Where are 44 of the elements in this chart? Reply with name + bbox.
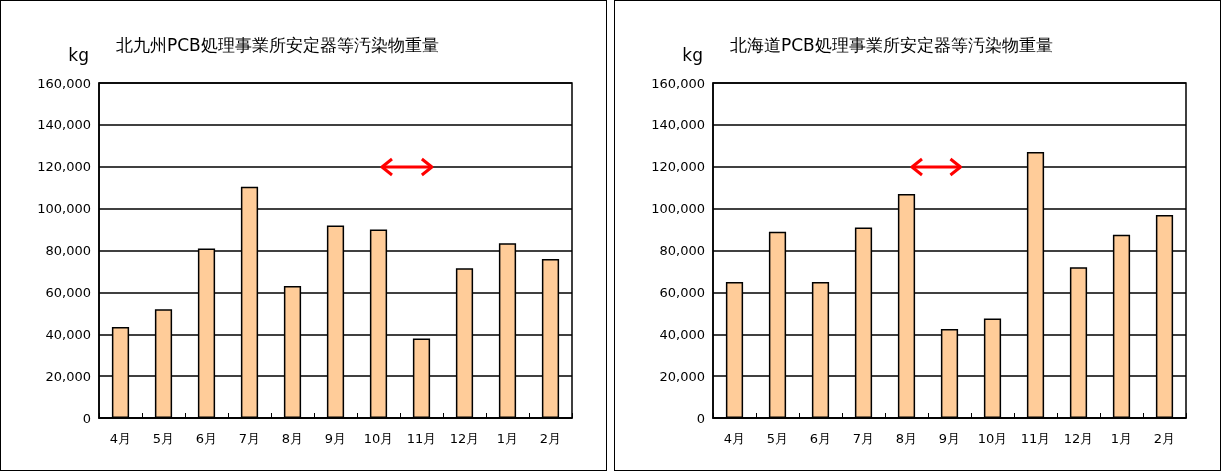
x-tick-label: 7月 [238,431,261,446]
y-tick-label: 80,000 [659,243,705,258]
x-tick-label: 9月 [938,431,961,446]
x-tick-label: 10月 [977,431,1008,446]
x-tick-label: 4月 [723,431,746,446]
y-tick-label: 100,000 [37,201,91,217]
y-tick-label: 100,000 [651,201,705,217]
x-tick-label: 7月 [852,431,875,446]
x-tick-label: 2月 [1153,431,1176,446]
x-tick-label: 1月 [496,431,519,446]
y-tick-label: 140,000 [37,117,91,133]
x-tick-label: 10月 [363,431,394,446]
y-tick-label: 160,000 [651,75,705,91]
y-axis-title: kg [682,44,703,65]
y-tick-label: 20,000 [659,368,705,384]
y-tick-label: 0 [82,410,91,426]
y-tick-label: 60,000 [45,284,91,300]
y-axis-title: kg [68,44,89,65]
y-tick-label: 20,000 [45,368,91,384]
x-tick-label: 8月 [895,431,918,446]
y-tick-label: 120,000 [37,159,91,175]
x-tick-label: 8月 [281,431,304,446]
chart-title: 北海道PCB処理事業所安定器等汚染物重量 [730,34,1053,55]
y-tick-label: 120,000 [651,159,705,175]
x-tick-label: 6月 [809,431,832,446]
y-tick-label: 80,000 [45,243,91,258]
x-tick-label: 1月 [1110,431,1133,446]
x-tick-label: 11月 [406,431,437,446]
y-tick-label: 40,000 [659,326,705,342]
x-tick-label: 4月 [109,431,132,446]
x-tick-label: 5月 [766,431,789,446]
x-tick-label: 9月 [324,431,347,446]
y-tick-label: 60,000 [659,284,705,300]
y-tick-label: 0 [696,410,705,426]
x-tick-label: 11月 [1020,431,1051,446]
y-tick-label: 140,000 [651,117,705,133]
y-tick-label: 160,000 [37,75,91,91]
x-tick-label: 12月 [449,431,480,446]
x-tick-label: 2月 [539,431,562,446]
x-tick-label: 12月 [1063,431,1094,446]
y-tick-label: 40,000 [45,326,91,342]
x-tick-label: 5月 [152,431,175,446]
chart-title: 北九州PCB処理事業所安定器等汚染物重量 [116,34,439,55]
x-tick-label: 6月 [195,431,218,446]
